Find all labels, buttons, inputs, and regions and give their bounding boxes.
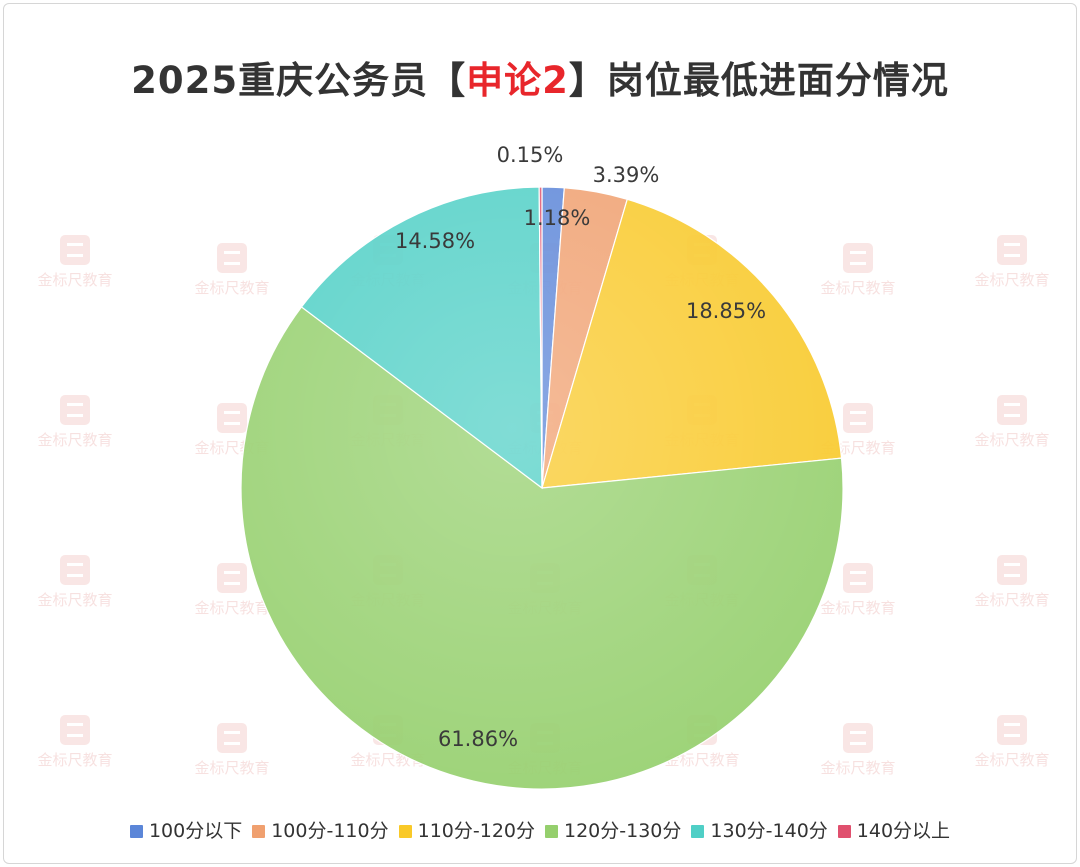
watermark: 金标尺教育 — [813, 723, 903, 778]
data-label-6: 0.15% — [497, 143, 564, 167]
legend-label: 100分以下 — [148, 820, 243, 842]
watermark: 金标尺教育 — [30, 715, 120, 770]
title-suffix: 】岗位最低进面分情况 — [568, 59, 949, 102]
legend-swatch — [545, 825, 558, 838]
watermark-logo-icon — [997, 395, 1027, 425]
legend-item-5: 130分-140分 — [691, 816, 828, 843]
data-label-1: 1.18% — [524, 206, 591, 230]
watermark: 金标尺教育 — [967, 235, 1057, 290]
legend-label: 100分-110分 — [271, 820, 389, 842]
watermark-text: 金标尺教育 — [974, 271, 1050, 289]
watermark-logo-icon — [997, 235, 1027, 265]
watermark-text: 金标尺教育 — [974, 431, 1050, 449]
watermark-logo-icon — [217, 403, 247, 433]
watermark: 金标尺教育 — [813, 243, 903, 298]
legend-item-6: 140分以上 — [837, 816, 951, 843]
watermark: 金标尺教育 — [30, 395, 120, 450]
legend-item-2: 100分-110分 — [252, 816, 389, 843]
watermark-text: 金标尺教育 — [664, 751, 740, 769]
watermark: 金标尺教育 — [813, 563, 903, 618]
watermark: 金标尺教育 — [30, 235, 120, 290]
watermark-text: 金标尺教育 — [820, 759, 896, 777]
watermark: 金标尺教育 — [187, 243, 277, 298]
title-prefix: 2025重庆公务员【 — [131, 59, 467, 102]
watermark-logo-icon — [60, 715, 90, 745]
legend-swatch — [252, 825, 266, 838]
watermark-logo-icon — [997, 555, 1027, 585]
watermark-text: 金标尺教育 — [37, 271, 113, 289]
legend-label: 120分-130分 — [564, 820, 682, 842]
data-label-4: 61.86% — [438, 727, 518, 751]
watermark-logo-icon — [843, 723, 873, 753]
watermark-logo-icon — [217, 243, 247, 273]
legend-swatch — [398, 825, 412, 838]
watermark: 金标尺教育 — [967, 395, 1057, 450]
watermark-logo-icon — [843, 563, 873, 593]
watermark: 金标尺教育 — [967, 555, 1057, 610]
watermark-logo-icon — [60, 395, 90, 425]
watermark-logo-icon — [843, 243, 873, 273]
legend-swatch — [837, 825, 851, 838]
watermark: 金标尺教育 — [967, 715, 1057, 770]
chart-title: 2025重庆公务员【申论2】岗位最低进面分情况 — [0, 50, 1080, 104]
legend-swatch — [691, 825, 705, 838]
watermark-logo-icon — [843, 403, 873, 433]
legend-label: 140分以上 — [856, 820, 951, 842]
legend-item-4: 120分-130分 — [545, 816, 681, 843]
watermark-text: 金标尺教育 — [194, 279, 270, 297]
watermark-logo-icon — [217, 723, 247, 753]
watermark-text: 金标尺教育 — [194, 759, 270, 777]
watermark-text: 金标尺教育 — [37, 751, 113, 769]
watermark-text: 金标尺教育 — [37, 591, 113, 609]
legend-label: 130分-140分 — [710, 820, 828, 842]
watermark-text: 金标尺教育 — [974, 591, 1050, 609]
watermark-logo-icon — [60, 555, 90, 585]
watermark-text: 金标尺教育 — [820, 599, 896, 617]
watermark-text: 金标尺教育 — [37, 431, 113, 449]
data-label-5: 14.58% — [395, 229, 475, 253]
watermark-logo-icon — [217, 563, 247, 593]
watermark-text: 金标尺教育 — [194, 599, 270, 617]
data-label-3: 18.85% — [686, 299, 766, 323]
chart-legend: 100分以下 100分-110分 110分-120分 120分-130分 130分-14… — [0, 816, 1080, 843]
watermark: 金标尺教育 — [187, 563, 277, 618]
watermark-text: 金标尺教育 — [820, 279, 896, 297]
pie-gloss — [241, 187, 843, 789]
legend-label: 110分-120分 — [417, 820, 535, 842]
watermark: 金标尺教育 — [30, 555, 120, 610]
watermark-text: 金标尺教育 — [974, 751, 1050, 769]
title-highlight: 申论2 — [466, 59, 569, 102]
legend-item-3: 110分-120分 — [398, 816, 535, 843]
watermark-logo-icon — [60, 235, 90, 265]
watermark: 金标尺教育 — [187, 723, 277, 778]
legend-item-1: 100分以下 — [129, 816, 243, 843]
data-label-2: 3.39% — [593, 163, 660, 187]
watermark-logo-icon — [997, 715, 1027, 745]
legend-swatch — [129, 825, 143, 838]
